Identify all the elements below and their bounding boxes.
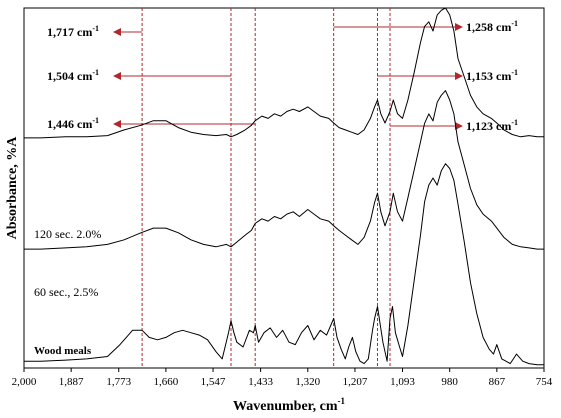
annotation-label-sup: -1 [92,68,99,77]
annotation-label-sup: -1 [92,24,99,33]
annotation-label: 1,258 cm-1 [466,19,518,34]
x-tick-label: 1,887 [59,376,84,388]
x-tick-label: 1,547 [201,376,226,388]
x-axis-title: Wavenumber, cm-1 [233,396,345,414]
annotation-label-text: 1,123 cm [466,119,511,133]
x-axis-title-text: Wavenumber, cm [233,399,338,414]
x-tick-label: 1,093 [390,376,415,388]
x-tick-label: 1,207 [343,376,368,388]
series-label: Wood meals [34,345,92,357]
annotation-label-text: 1,153 cm [466,69,511,83]
x-tick-label: 754 [536,376,553,388]
annotation-label-sup: -1 [92,116,99,125]
x-tick-label: 1,320 [295,376,320,388]
x-tick-label: 1,773 [106,376,131,388]
annotation-label: 1,504 cm-1 [47,68,99,83]
annotation-lines [113,8,463,368]
annotation-label-text: 1,504 cm [47,69,92,83]
annotation-label-sup: -1 [511,118,518,127]
annotation-label: 1,717 cm-1 [47,24,99,39]
series-line [24,90,544,250]
x-axis-title-sup: -1 [337,396,345,406]
annotation-label: 1,446 cm-1 [47,116,99,131]
spectra [24,7,544,366]
x-tick-label: 980 [441,376,458,388]
series-label: 120 sec. 2.0% [34,227,101,241]
series-line [24,163,544,366]
plot-frame [23,7,545,369]
annotation-label-sup: -1 [511,68,518,77]
annotation-label-text: 1,717 cm [47,25,92,39]
annotation-label-sup: -1 [511,19,518,28]
annotation-label-text: 1,446 cm [47,117,92,131]
series-label: 60 sec., 2.5% [34,285,98,299]
x-tick-label: 2,000 [12,376,37,388]
axes: 2,000 1,887 1,773 1,660 1,547 1,433 1,320 1,207… [12,7,553,388]
x-tick-label: 867 [489,376,506,388]
series-line [24,7,544,139]
annotation-label: 1,123 cm-1 [466,118,518,133]
annotation-label: 1,153 cm-1 [466,68,518,83]
annotation-label-text: 1,258 cm [466,20,511,34]
x-tick-label: 1,433 [248,376,273,388]
y-axis-title: Absorbance, %A [5,136,20,240]
x-tick-label: 1,660 [154,376,179,388]
